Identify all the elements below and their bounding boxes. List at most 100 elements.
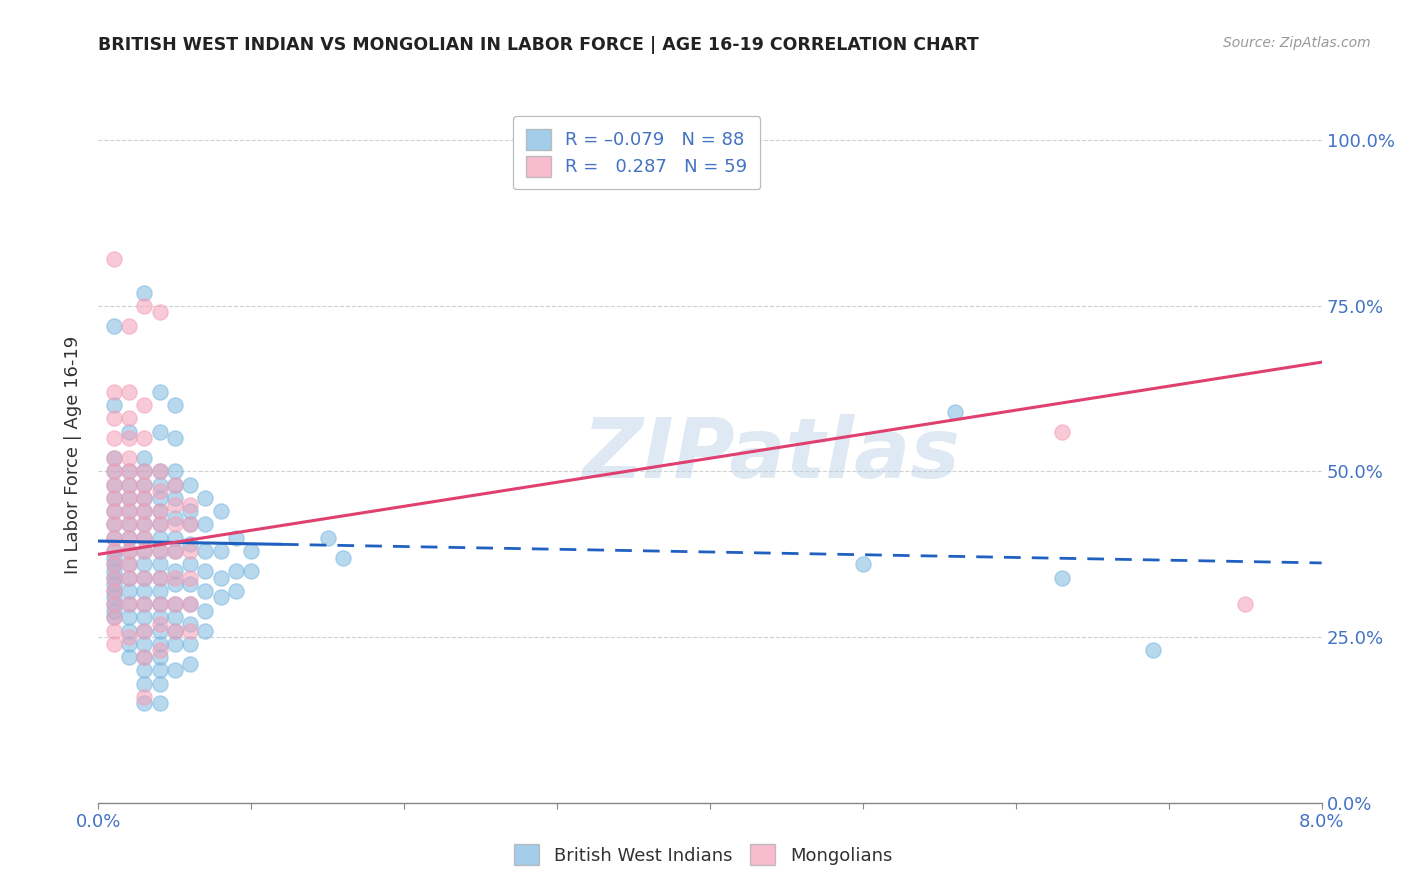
Point [134,504,156,518]
Point [149,425,172,439]
Point [1142,643,1164,657]
Point [118,531,141,545]
Point [118,583,141,598]
Point [316,531,339,545]
Point [149,624,172,638]
Point [103,610,125,624]
Point [103,451,125,466]
Point [149,517,172,532]
Point [103,570,125,584]
Point [149,465,172,479]
Point [103,550,125,565]
Point [163,597,186,611]
Point [149,558,172,572]
Point [118,597,141,611]
Point [134,697,156,711]
Point [163,610,186,624]
Point [118,517,141,532]
Point [134,558,156,572]
Point [103,544,125,558]
Legend: R = –0.079   N = 88, R =   0.287   N = 59: R = –0.079 N = 88, R = 0.287 N = 59 [513,116,761,189]
Point [163,491,186,505]
Point [103,544,125,558]
Point [103,431,125,445]
Point [103,597,125,611]
Point [149,637,172,651]
Point [163,477,186,491]
Point [179,624,201,638]
Point [134,650,156,665]
Point [118,558,141,572]
Point [103,610,125,624]
Point [163,398,186,412]
Point [103,318,125,333]
Point [1234,597,1257,611]
Point [118,637,141,651]
Point [943,405,966,419]
Point [240,544,263,558]
Point [240,564,263,578]
Point [134,663,156,677]
Point [149,491,172,505]
Point [134,610,156,624]
Point [163,517,186,532]
Point [179,544,201,558]
Point [103,504,125,518]
Point [149,570,172,584]
Point [194,604,217,618]
Point [179,537,201,551]
Point [209,544,232,558]
Point [134,477,156,491]
Point [134,531,156,545]
Point [163,498,186,512]
Point [103,604,125,618]
Point [134,637,156,651]
Point [163,511,186,525]
Point [134,597,156,611]
Point [179,637,201,651]
Point [149,305,172,319]
Point [149,477,172,491]
Point [103,477,125,491]
Point [163,570,186,584]
Point [179,504,201,518]
Point [179,597,201,611]
Point [118,491,141,505]
Point [134,531,156,545]
Point [103,465,125,479]
Point [103,465,125,479]
Point [179,498,201,512]
Point [118,384,141,399]
Point [134,517,156,532]
Point [149,697,172,711]
Point [103,597,125,611]
Point [103,637,125,651]
Point [103,624,125,638]
Point [1050,425,1073,439]
Point [118,431,141,445]
Point [149,610,172,624]
Point [103,517,125,532]
Point [179,517,201,532]
Point [118,558,141,572]
Point [194,544,217,558]
Point [134,465,156,479]
Text: ZIPatlas: ZIPatlas [582,415,960,495]
Text: Source: ZipAtlas.com: Source: ZipAtlas.com [1223,36,1371,50]
Point [163,624,186,638]
Point [179,558,201,572]
Point [163,624,186,638]
Point [163,465,186,479]
Point [118,477,141,491]
Point [149,504,172,518]
Point [118,465,141,479]
Point [118,624,141,638]
Point [163,637,186,651]
Point [118,451,141,466]
Point [179,616,201,631]
Point [103,491,125,505]
Point [163,663,186,677]
Point [1050,570,1073,584]
Point [149,676,172,690]
Point [103,477,125,491]
